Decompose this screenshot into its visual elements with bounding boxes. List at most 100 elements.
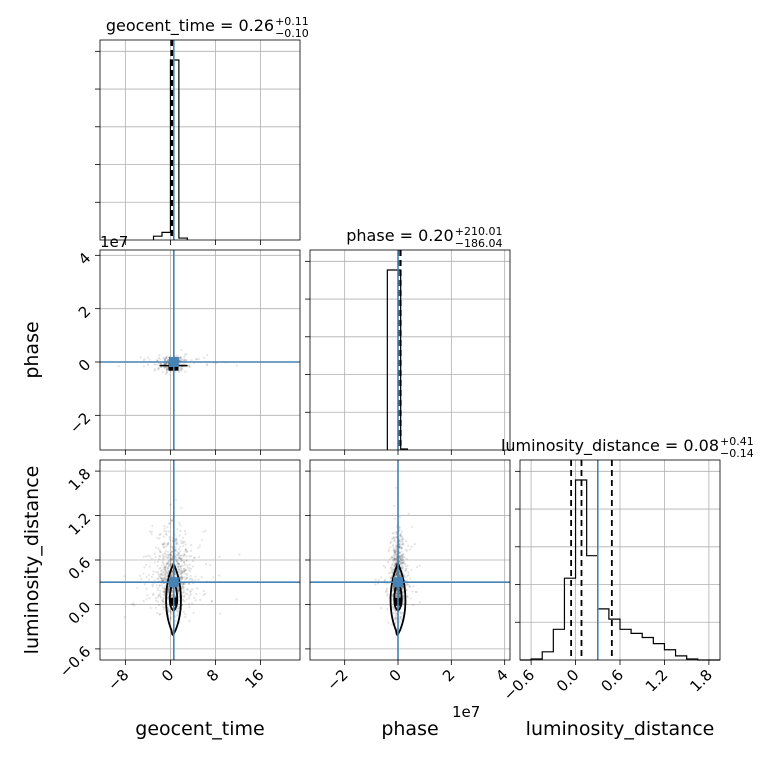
sample-point	[182, 583, 185, 586]
sample-point	[169, 554, 172, 557]
sample-point	[399, 558, 402, 561]
title-lower-error: −0.10	[275, 27, 309, 40]
sample-point	[183, 554, 186, 557]
sample-point	[160, 584, 163, 587]
offset-text: 1e7	[100, 233, 128, 251]
sample-point	[399, 534, 402, 538]
sample-point	[155, 599, 158, 602]
sample-point	[186, 566, 189, 569]
sample-point	[166, 593, 170, 597]
sample-point	[180, 574, 183, 577]
sample-point	[177, 563, 181, 566]
sample-point	[167, 590, 170, 593]
sample-point	[182, 540, 185, 543]
sample-point	[400, 543, 403, 546]
sample-point	[401, 590, 405, 593]
sample-point	[194, 579, 197, 582]
sample-point	[176, 561, 179, 564]
sample-point	[400, 535, 403, 538]
sample-point	[181, 585, 184, 588]
sample-point	[392, 547, 395, 550]
sample-point	[181, 564, 184, 567]
sample-point	[392, 558, 395, 561]
sample-point	[393, 557, 396, 560]
sample-point	[374, 583, 377, 586]
sample-point	[200, 576, 203, 579]
sample-point	[146, 356, 150, 359]
sample-point	[391, 555, 394, 558]
sample-point	[161, 554, 164, 557]
sample-point	[182, 586, 186, 589]
sample-point	[161, 371, 164, 374]
sample-point	[398, 533, 401, 536]
sample-point	[157, 577, 160, 580]
sample-point	[167, 608, 170, 612]
sample-point	[191, 602, 194, 605]
sample-point	[382, 564, 385, 567]
sample-point	[401, 538, 404, 541]
sample-point	[389, 571, 392, 575]
sample-point	[165, 355, 168, 358]
sample-point	[174, 548, 177, 551]
sample-point	[162, 556, 165, 559]
x-tick-label: 0	[386, 666, 405, 685]
sample-point	[171, 554, 174, 557]
sample-point	[150, 575, 153, 578]
sample-point	[164, 366, 167, 369]
sample-point	[405, 595, 409, 598]
sample-point	[402, 567, 405, 570]
sample-point	[171, 591, 174, 594]
sample-point	[401, 540, 404, 543]
y-axis-label-luminosity_distance: luminosity_distance	[21, 466, 43, 655]
sample-point	[145, 555, 148, 558]
sample-point	[163, 578, 166, 581]
sample-point	[399, 533, 402, 537]
sample-point	[401, 566, 404, 570]
sample-point	[392, 608, 395, 611]
sample-point	[392, 559, 395, 562]
sample-point	[210, 600, 213, 603]
sample-point	[163, 564, 166, 567]
sample-point	[179, 576, 182, 580]
sample-point	[178, 596, 181, 599]
sample-point	[165, 554, 168, 557]
sample-point	[158, 554, 161, 558]
sample-point	[395, 572, 398, 575]
sample-point	[206, 353, 209, 356]
sample-point	[183, 583, 187, 586]
sample-point	[165, 366, 168, 369]
sample-point	[394, 563, 397, 566]
sample-point	[167, 588, 170, 591]
sample-point	[176, 611, 180, 614]
sample-point	[392, 536, 395, 539]
sample-point	[169, 557, 173, 560]
sample-point	[174, 370, 177, 373]
sample-point	[167, 588, 170, 591]
sample-point	[161, 543, 164, 546]
sample-point	[395, 562, 398, 565]
sample-point	[163, 530, 166, 533]
sample-point	[145, 588, 148, 591]
sample-point	[164, 362, 167, 366]
sample-point	[169, 563, 172, 567]
sample-point	[177, 587, 180, 590]
sample-point	[145, 563, 148, 566]
sample-point	[398, 552, 401, 555]
sample-point	[184, 548, 187, 551]
sample-point	[168, 522, 171, 525]
sample-point	[185, 588, 189, 591]
sample-point	[398, 593, 401, 596]
sample-point	[398, 555, 401, 558]
sample-point	[158, 585, 161, 588]
sample-point	[169, 553, 172, 556]
sample-point	[143, 358, 146, 361]
sample-point	[399, 574, 402, 577]
sample-point	[176, 528, 179, 531]
sample-point	[162, 566, 165, 569]
sample-point	[183, 540, 186, 543]
sample-point	[181, 586, 184, 590]
sample-point	[152, 592, 155, 596]
sample-point	[188, 563, 191, 566]
sample-point	[182, 560, 186, 563]
sample-point	[167, 562, 170, 565]
